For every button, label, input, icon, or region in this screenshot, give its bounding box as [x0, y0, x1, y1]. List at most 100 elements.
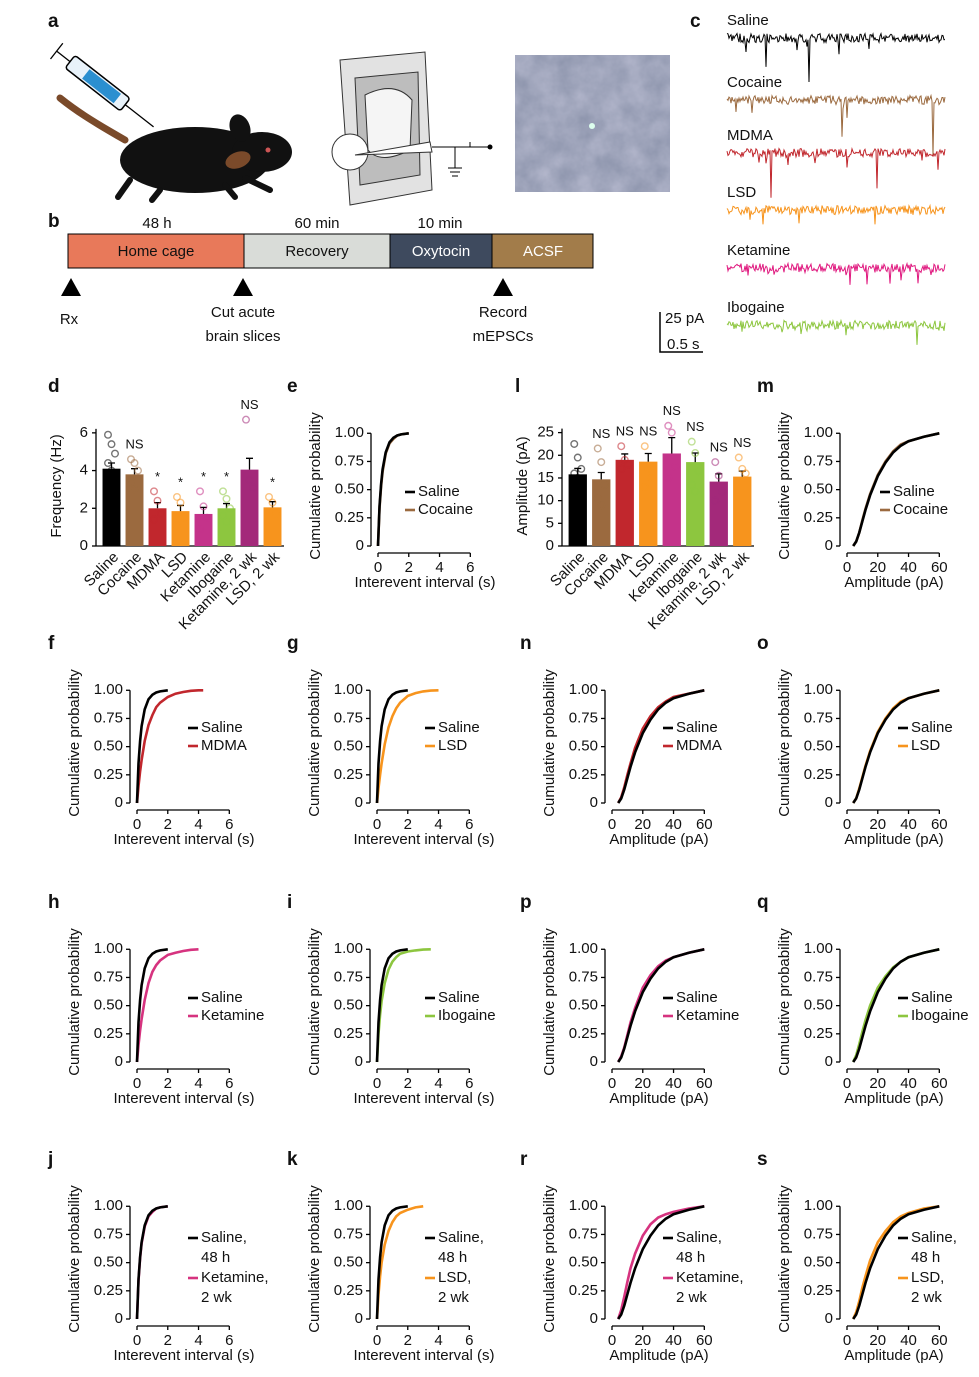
panel-label: s — [757, 1149, 768, 1170]
panel-label: n — [520, 633, 532, 654]
y-axis-label: Cumulative probability — [776, 412, 793, 560]
data-point — [103, 430, 112, 439]
event-label: Record — [479, 304, 527, 321]
cdf-line — [617, 1205, 705, 1320]
bar — [615, 459, 634, 546]
x-tick-label: 40 — [665, 1332, 682, 1349]
panel-label: l — [515, 376, 520, 397]
cdf-line — [852, 432, 940, 547]
legend-label: MDMA — [201, 737, 247, 754]
x-tick-label: 4 — [194, 816, 202, 833]
cdf-line — [135, 689, 204, 804]
trace — [726, 32, 946, 83]
bar — [733, 476, 752, 546]
y-tick-label: 0.25 — [804, 1025, 833, 1042]
data-point — [272, 509, 281, 518]
x-axis-label: Interevent interval (s) — [354, 1347, 495, 1364]
x-axis-label: Interevent interval (s) — [114, 1347, 255, 1364]
legend-label: LSD, 2 wk — [438, 1269, 471, 1306]
y-tick-label: 0.75 — [334, 709, 363, 726]
data-point — [687, 437, 696, 446]
x-axis-label: Interevent interval (s) — [114, 831, 255, 848]
significance: * — [155, 469, 160, 484]
x-tick-label: 0 — [843, 559, 851, 576]
x-tick-label: 20 — [869, 1075, 886, 1092]
y-tick-label: 6 — [80, 424, 88, 441]
data-point — [149, 515, 158, 524]
data-point — [133, 466, 142, 475]
y-tick-label: 0.50 — [94, 1254, 123, 1271]
legend-label: Saline — [418, 483, 460, 500]
trace — [726, 318, 946, 345]
x-tick-label: 0 — [133, 1332, 141, 1349]
x-tick-label: 20 — [634, 1332, 651, 1349]
x-axis-label: Interevent interval (s) — [354, 831, 495, 848]
data-point — [617, 442, 626, 451]
y-tick-label: 0.50 — [334, 997, 363, 1014]
data-point — [199, 502, 208, 511]
y-tick-label: 1.00 — [804, 681, 833, 698]
timeline: Home cage Recovery Oxytocin ACSF 48 h 60… — [60, 215, 594, 345]
x-tick-label: 2 — [164, 1332, 172, 1349]
y-tick-label: 0 — [115, 794, 123, 811]
significance: NS — [616, 424, 634, 439]
data-point — [711, 496, 720, 505]
data-point — [103, 481, 112, 490]
data-point — [107, 466, 116, 475]
panel-label: p — [520, 892, 532, 913]
y-axis-label: Frequency (Hz) — [48, 434, 65, 537]
event-label: Rx — [60, 311, 79, 328]
y-axis-label: Cumulative probability — [306, 1185, 323, 1333]
x-tick-label: 2 — [164, 1075, 172, 1092]
significance: NS — [125, 437, 143, 452]
x-axis-label: Amplitude (pA) — [844, 1347, 943, 1364]
y-tick-label: 0.75 — [94, 1225, 123, 1242]
x-tick-label: 6 — [465, 1075, 473, 1092]
legend-label: Saline, 48 h — [438, 1229, 484, 1266]
x-axis-label: Interevent interval (s) — [114, 1090, 255, 1107]
y-axis-label: Cumulative probability — [776, 1185, 793, 1333]
data-point — [573, 453, 582, 462]
trace-label: MDMA — [727, 127, 773, 144]
panel-label: m — [757, 376, 774, 397]
data-point — [268, 498, 277, 507]
legend-label: Cocaine — [893, 501, 948, 518]
y-axis-label: Cumulative probability — [541, 928, 558, 1076]
x-tick-label: 20 — [869, 816, 886, 833]
legend-label: Ketamine, 2 wk — [676, 1269, 744, 1306]
x-axis-label: Amplitude (pA) — [844, 1090, 943, 1107]
x-tick-label: 0 — [374, 559, 382, 576]
panel-label: o — [757, 633, 769, 654]
cdf-line — [135, 948, 199, 1063]
cdf-line — [375, 948, 408, 1063]
panel-label: i — [287, 892, 292, 913]
y-tick-label: 0.75 — [334, 968, 363, 985]
cdf-line — [617, 689, 705, 804]
data-point — [664, 473, 673, 482]
data-point — [218, 487, 227, 496]
event-label: brain slices — [205, 328, 280, 345]
trace — [726, 147, 946, 198]
y-tick-label: 0 — [80, 537, 88, 554]
bar — [240, 469, 259, 546]
trace — [726, 203, 946, 225]
x-tick-label: 6 — [465, 1332, 473, 1349]
y-tick-label: 15 — [537, 469, 554, 486]
data-point — [691, 487, 700, 496]
y-axis-label: Amplitude (pA) — [514, 436, 531, 535]
y-tick-label: 1.00 — [569, 1197, 598, 1214]
y-tick-label: 0.75 — [569, 1225, 598, 1242]
y-tick-label: 0.50 — [569, 738, 598, 755]
trace — [726, 261, 946, 285]
data-point — [225, 504, 234, 513]
x-tick-label: 40 — [900, 1075, 917, 1092]
y-tick-label: 0.50 — [94, 738, 123, 755]
legend-label: Ibogaine — [911, 1007, 969, 1024]
y-tick-label: 1.00 — [804, 424, 833, 441]
legend-label: Ketamine — [201, 1007, 264, 1024]
cdf-line — [852, 1205, 940, 1320]
y-tick-label: 0 — [825, 1310, 833, 1327]
y-tick-label: 1.00 — [334, 940, 363, 957]
data-point — [241, 415, 250, 424]
error-bar — [246, 457, 253, 470]
